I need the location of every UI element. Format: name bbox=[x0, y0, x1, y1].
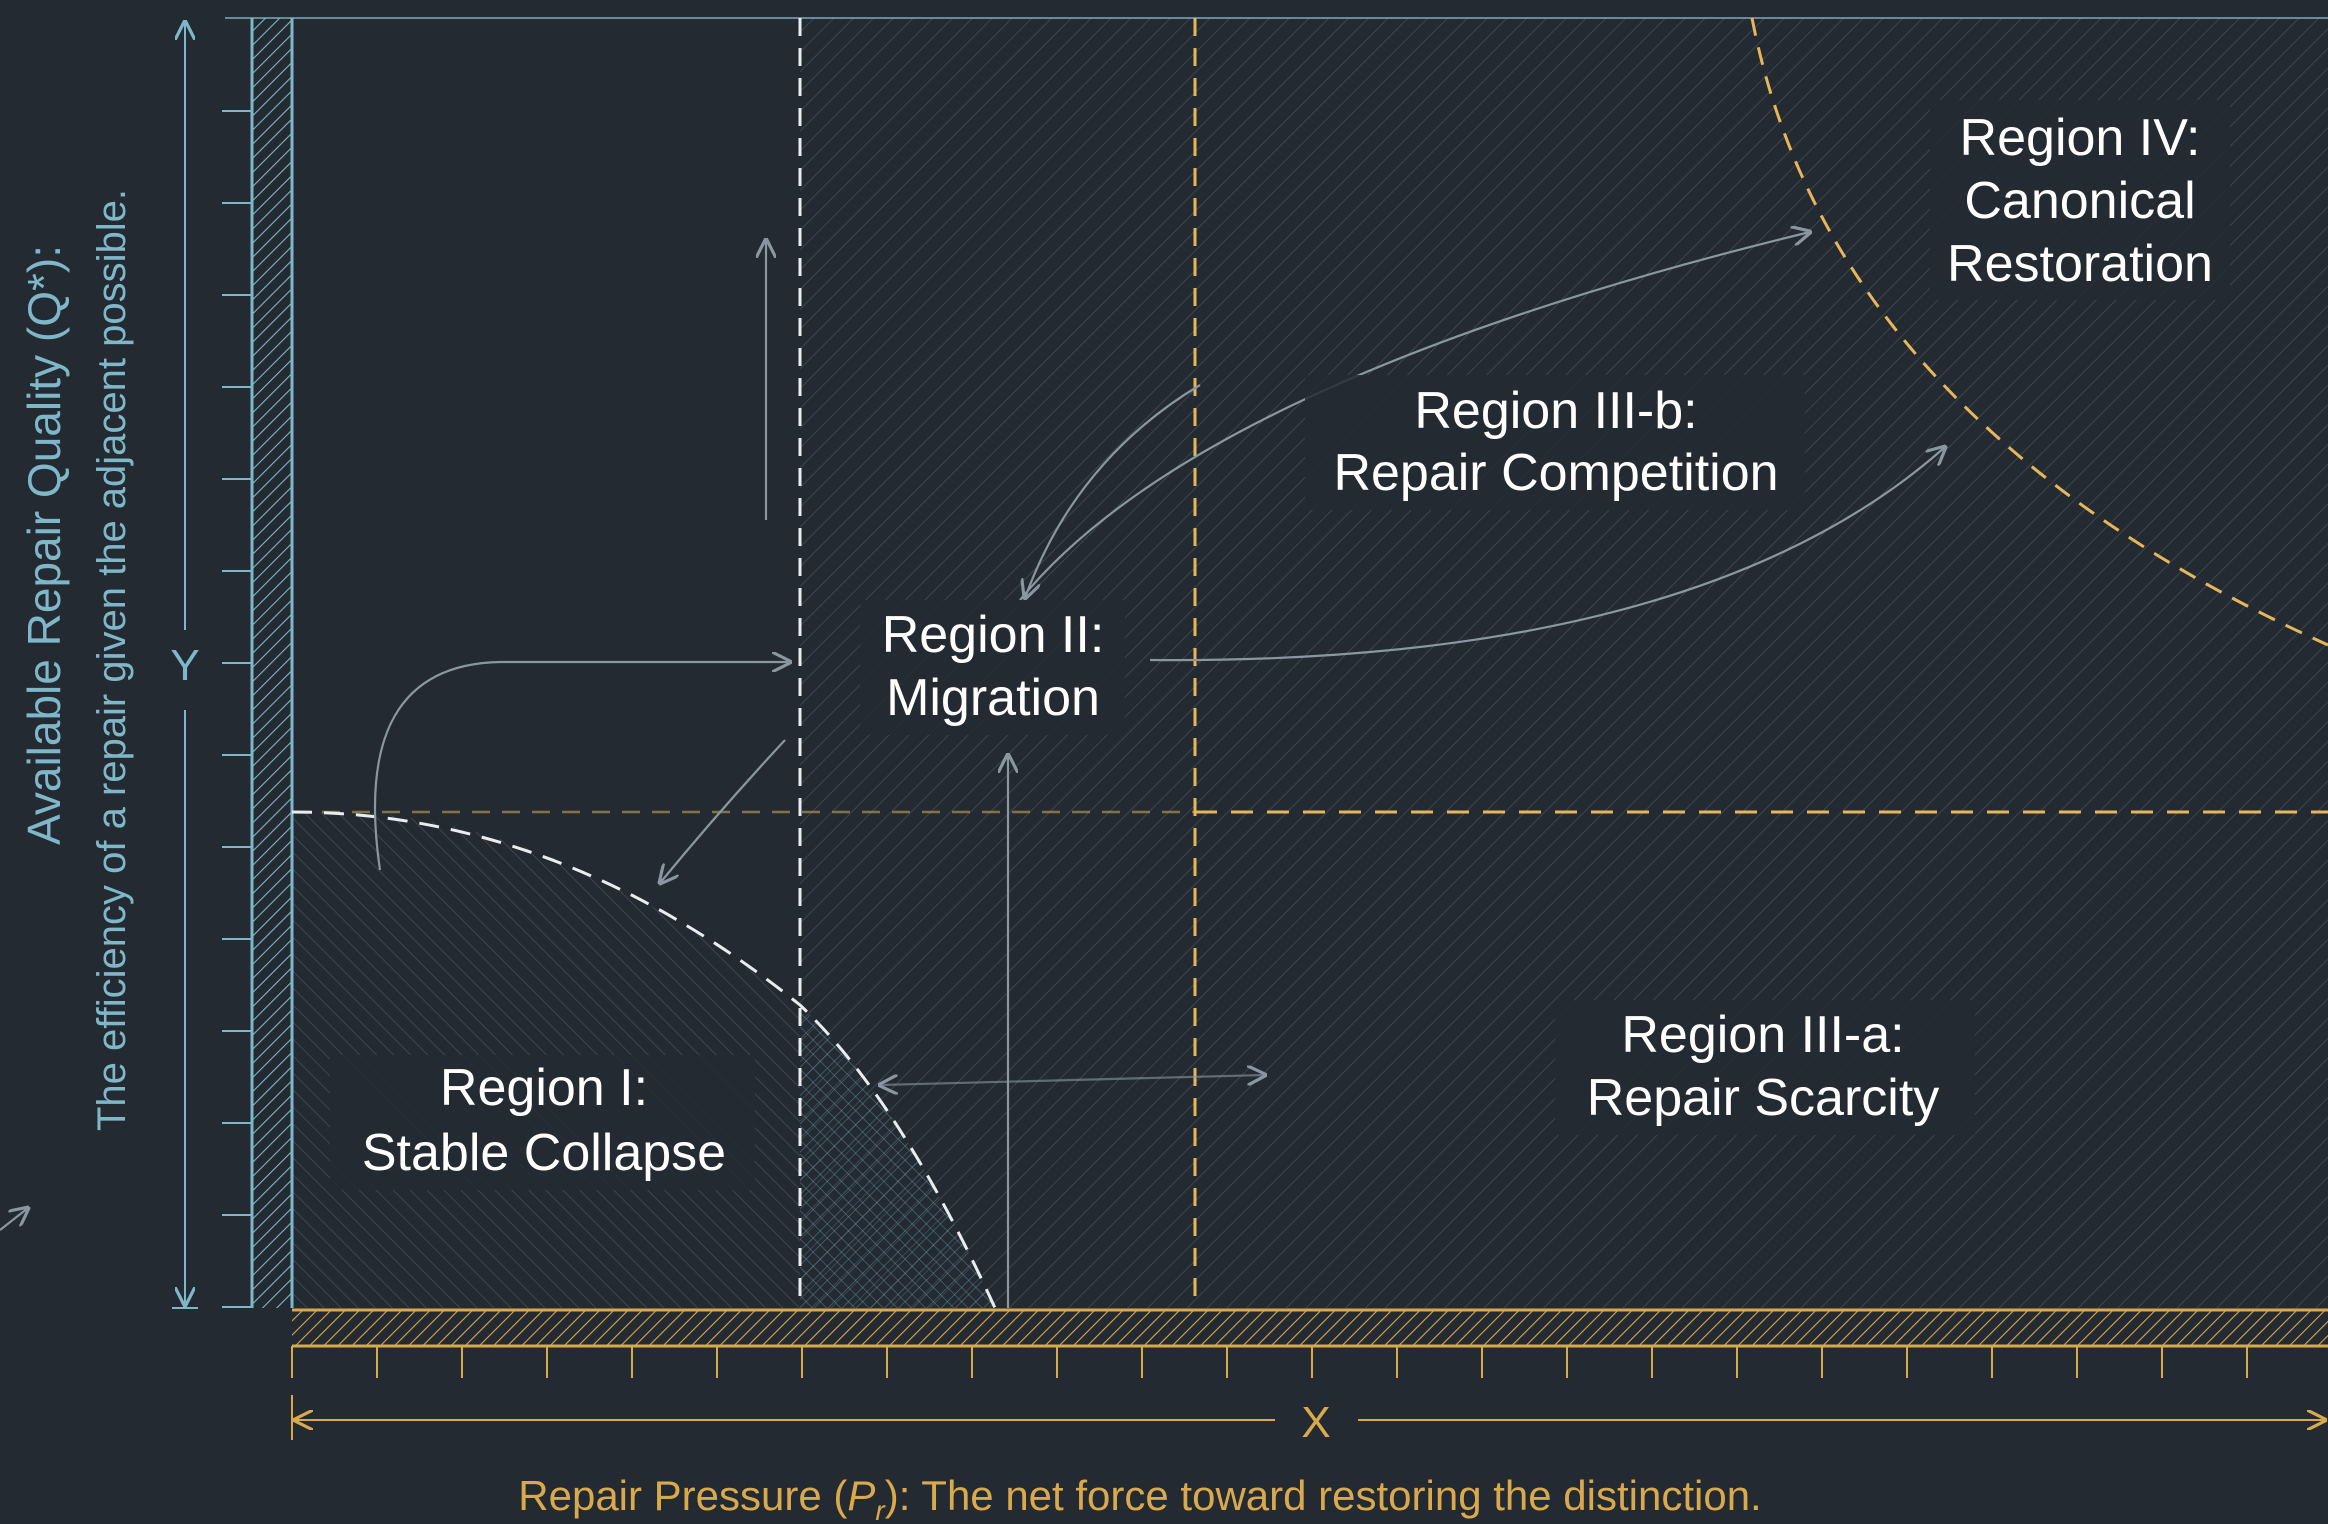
region-3b-title: Region III-b: bbox=[1414, 382, 1697, 440]
region-4-name-line1: Canonical bbox=[1964, 172, 2195, 230]
arrow-migration-to-collapse bbox=[660, 739, 786, 883]
overlap-crosshatch bbox=[800, 1005, 995, 1308]
region-3a-name: Repair Scarcity bbox=[1587, 1069, 1940, 1127]
x-caption-suffix: ): The net force toward restoring the di… bbox=[885, 1472, 1762, 1519]
region-labels: Region I: Stable Collapse Region II: Mig… bbox=[330, 100, 2230, 1190]
boundaries bbox=[291, 17, 2328, 1309]
x-axis-caption: Repair Pressure (Pr): The net force towa… bbox=[518, 1472, 1761, 1524]
x-caption-sub: r bbox=[875, 1495, 886, 1524]
x-axis-marker: X bbox=[1301, 1398, 1330, 1447]
x-caption-var: P bbox=[847, 1472, 875, 1519]
x-caption-prefix: Repair Pressure ( bbox=[518, 1472, 847, 1519]
region-1-title: Region I: bbox=[440, 1059, 648, 1117]
y-axis-ticks bbox=[222, 110, 252, 1308]
region-4-name-line2: Restoration bbox=[1947, 235, 2213, 293]
y-axis-title: Available Repair Quality (Q*): bbox=[18, 245, 70, 845]
region-3b-label: Region III-b: Repair Competition bbox=[1305, 375, 1805, 510]
arrow-stray bbox=[0, 1208, 28, 1231]
region-4-title: Region IV: bbox=[1960, 109, 2201, 167]
y-axis-description: The efficiency of a repair given the adj… bbox=[90, 189, 134, 1131]
region-3a-label: Region III-a: Repair Scarcity bbox=[1555, 1000, 1975, 1135]
arrow-collapse-to-migration bbox=[373, 662, 790, 871]
region-1-label: Region I: Stable Collapse bbox=[330, 1055, 755, 1190]
boundary-collapse-curve bbox=[291, 810, 997, 1309]
region-2-label: Region II: Migration bbox=[860, 600, 1125, 735]
arrow-migration-to-restoration bbox=[1149, 447, 1945, 662]
x-axis-ticks bbox=[291, 1346, 2248, 1378]
floor-wall bbox=[292, 1308, 2328, 1348]
region-3b-name: Repair Competition bbox=[1333, 444, 1778, 502]
y-dimension-line bbox=[172, 22, 198, 1309]
region-3a-title: Region III-a: bbox=[1621, 1006, 1904, 1064]
region-2-title: Region II: bbox=[882, 606, 1105, 664]
x-dimension-line bbox=[291, 1395, 2325, 1440]
arrow-horizontal-cross bbox=[880, 1075, 1265, 1085]
region-1-name: Stable Collapse bbox=[362, 1124, 726, 1182]
left-wall bbox=[250, 18, 294, 1308]
arrow-competition-to-migration bbox=[1025, 384, 1201, 598]
region-4-label: Region IV: Canonical Restoration bbox=[1930, 100, 2230, 300]
boundary-restoration-curve bbox=[1750, 17, 2328, 647]
y-axis-marker: Y bbox=[170, 641, 199, 690]
region-2-name: Migration bbox=[886, 669, 1100, 727]
